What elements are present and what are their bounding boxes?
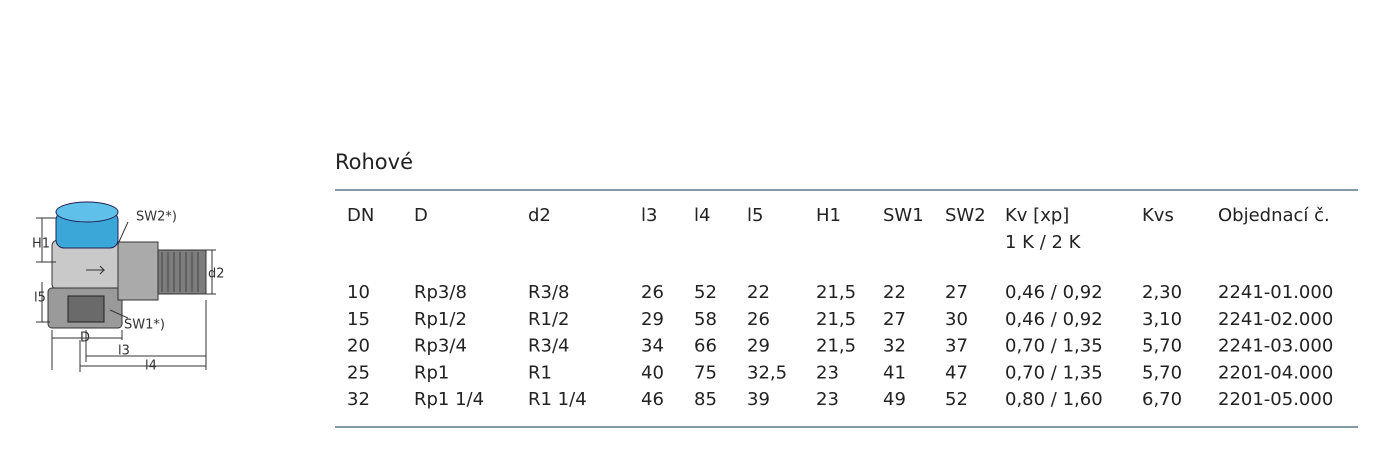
table-cell: 3,10 <box>1142 309 1182 330</box>
valve-drawing: SW2*) H1 l5 d2 SW1*) D l3 l4 <box>32 201 225 374</box>
table-cell: 21,5 <box>816 282 856 303</box>
table-cell: 75 <box>694 362 717 383</box>
table-cell: 26 <box>747 309 770 330</box>
table-cell: 47 <box>945 362 968 383</box>
diagram-label: l3 <box>118 344 130 359</box>
table-cell: Rp3/4 <box>414 336 467 357</box>
table-cell: 22 <box>883 282 906 303</box>
table-cell: 85 <box>694 389 717 410</box>
table-cell: 2241-01.000 <box>1218 282 1333 303</box>
header-cell: l4 <box>694 205 710 226</box>
diagram-label: SW1*) <box>124 318 165 333</box>
table-cell: 26 <box>641 282 664 303</box>
table-cell: 52 <box>694 282 717 303</box>
diagram-label: l5 <box>34 291 46 306</box>
table-cell: 20 <box>347 336 370 357</box>
table-cell: 30 <box>945 309 968 330</box>
header-cell: SW1 <box>883 205 924 226</box>
table-cell: R3/8 <box>528 282 569 303</box>
table-cell: 2201-04.000 <box>1218 362 1333 383</box>
table-cell: 52 <box>945 389 968 410</box>
table-cell: 0,80 / 1,60 <box>1005 389 1103 410</box>
table-cell: 5,70 <box>1142 336 1182 357</box>
table-cell: 32,5 <box>747 362 787 383</box>
table-cell: 25 <box>347 362 370 383</box>
diagram-label: D <box>80 331 90 346</box>
table-cell: R1 1/4 <box>528 389 587 410</box>
table-cell: Rp1 1/4 <box>414 389 484 410</box>
header-cell: l3 <box>641 205 657 226</box>
table-cell: Rp1 <box>414 362 449 383</box>
table-cell: 0,46 / 0,92 <box>1005 282 1103 303</box>
table-cell: 41 <box>883 362 906 383</box>
table-cell: Rp1/2 <box>414 309 467 330</box>
table-cell: Rp3/8 <box>414 282 467 303</box>
table-cell: 0,70 / 1,35 <box>1005 336 1103 357</box>
table-cell: 27 <box>945 282 968 303</box>
table-cell: 46 <box>641 389 664 410</box>
table-cell: 21,5 <box>816 336 856 357</box>
header-cell: DN <box>347 205 374 226</box>
diagram-label: l4 <box>145 359 157 374</box>
diagram-label: H1 <box>32 237 50 252</box>
table-cell: 22 <box>747 282 770 303</box>
header-cell: Objednací č. <box>1218 205 1330 226</box>
table-cell: 66 <box>694 336 717 357</box>
header-cell: d2 <box>528 205 551 226</box>
table-cell: 5,70 <box>1142 362 1182 383</box>
table-cell: R3/4 <box>528 336 569 357</box>
diagram-label: d2 <box>208 267 225 282</box>
table-cell: 39 <box>747 389 770 410</box>
table-cell: 37 <box>945 336 968 357</box>
table-cell: 23 <box>816 389 839 410</box>
table-cell: 6,70 <box>1142 389 1182 410</box>
table-title: Rohové <box>335 150 413 174</box>
table-cell: 2241-03.000 <box>1218 336 1333 357</box>
header-cell: 1 K / 2 K <box>1005 232 1082 253</box>
table-cell: 58 <box>694 309 717 330</box>
table-cell: 40 <box>641 362 664 383</box>
table-cell: 29 <box>747 336 770 357</box>
table-cell: 49 <box>883 389 906 410</box>
diagram-label: SW2*) <box>136 210 177 225</box>
table-cell: 2201-05.000 <box>1218 389 1333 410</box>
table-cell: 32 <box>347 389 370 410</box>
table-cell: 34 <box>641 336 664 357</box>
table-cell: R1/2 <box>528 309 569 330</box>
table-cell: 0,70 / 1,35 <box>1005 362 1103 383</box>
table-cell: 15 <box>347 309 370 330</box>
table-cell: 21,5 <box>816 309 856 330</box>
table-cell: 2,30 <box>1142 282 1182 303</box>
table-cell: 10 <box>347 282 370 303</box>
table-cell: 0,46 / 0,92 <box>1005 309 1103 330</box>
table-cell: 29 <box>641 309 664 330</box>
header-cell: D <box>414 205 428 226</box>
header-cell: Kv [xp] <box>1005 205 1069 226</box>
table-cell: 2241-02.000 <box>1218 309 1333 330</box>
table-cell: 32 <box>883 336 906 357</box>
table-cell: 23 <box>816 362 839 383</box>
table-cell: R1 <box>528 362 552 383</box>
header-cell: l5 <box>747 205 763 226</box>
header-cell: H1 <box>816 205 841 226</box>
header-cell: Kvs <box>1142 205 1174 226</box>
table-cell: 27 <box>883 309 906 330</box>
header-cell: SW2 <box>945 205 986 226</box>
